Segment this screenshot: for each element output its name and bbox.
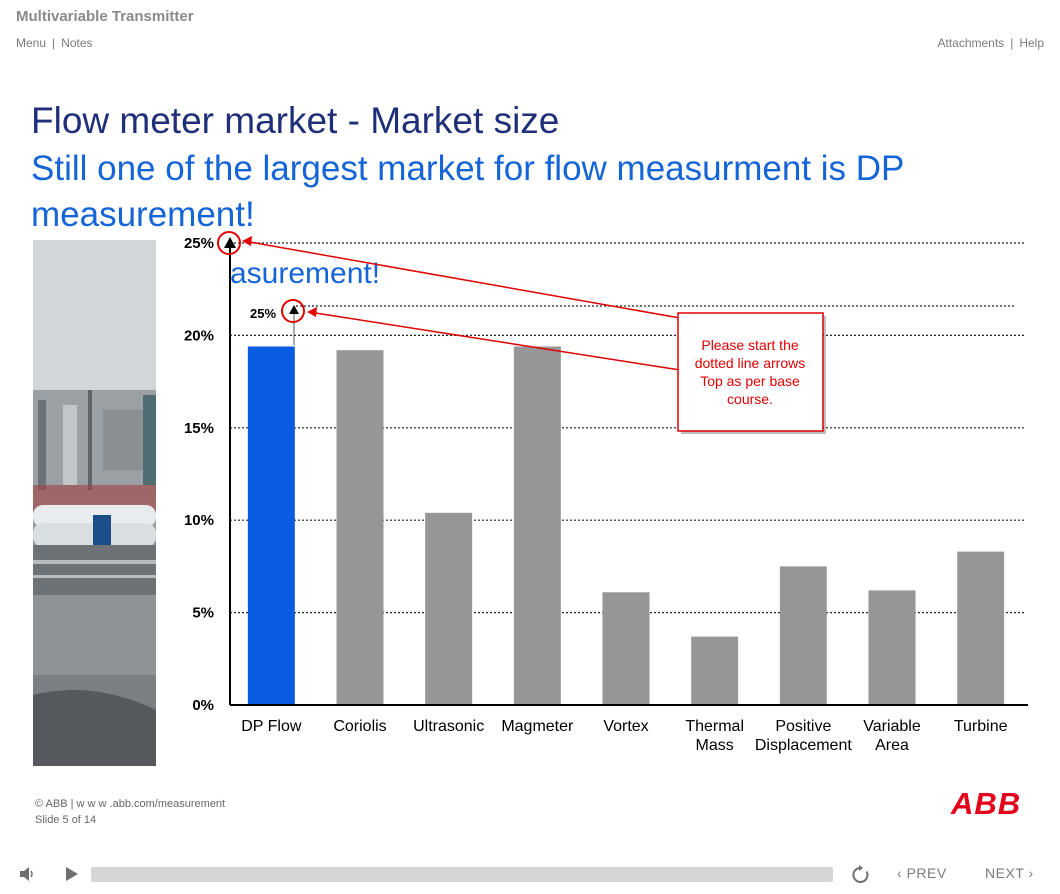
y-tick-label: 0% [192, 697, 214, 714]
chevron-left-icon: ‹ [897, 865, 903, 881]
annotation-circle [217, 231, 241, 255]
inner-arrow [289, 305, 299, 314]
x-tick-label: Mass [696, 737, 734, 754]
bar [425, 512, 473, 705]
y-tick-label: 10% [184, 512, 214, 529]
x-tick-label: Positive [775, 718, 831, 735]
annotation-arrow [243, 240, 681, 319]
y-tick-label: 25% [184, 235, 214, 252]
attachments-link[interactable]: Attachments [937, 36, 1005, 50]
progress-track[interactable] [91, 867, 833, 882]
menu-link[interactable]: Menu [16, 36, 47, 50]
app-title: Multivariable Transmitter [16, 8, 194, 25]
x-tick-label: DP Flow [241, 718, 302, 735]
x-tick-label: Variable [863, 718, 921, 735]
slide-counter: Slide 5 of 14 [35, 814, 97, 826]
nav-separator: | [1010, 36, 1014, 50]
replay-icon[interactable] [851, 865, 871, 885]
y-tick-label: 15% [184, 420, 214, 437]
abb-logo: ABB [951, 786, 1022, 821]
plant-photo-drawing [33, 240, 156, 766]
x-tick-label: Vortex [603, 718, 648, 735]
y-tick-label: 20% [184, 327, 214, 344]
prev-label: PREV [906, 865, 947, 881]
annotation-text-line: course. [727, 391, 773, 407]
bar [513, 346, 561, 705]
bars [247, 346, 1005, 705]
slide-title: Flow meter market - Market size [31, 100, 560, 141]
nav-separator: | [52, 36, 56, 50]
annotation-text-line: Top as per base [700, 373, 800, 389]
footer-copyright: © ABB | w w w .abb.com/measurement [35, 798, 226, 810]
annotation-layer: 25% Please start the dotted line arrows To… [217, 231, 826, 434]
x-tick-label: Turbine [954, 718, 1008, 735]
x-tick-label: Thermal [685, 718, 744, 735]
bar [336, 350, 384, 705]
industrial-plant-photo [33, 240, 156, 766]
annotation-text-line: dotted line arrows [695, 355, 806, 371]
x-tick-label: Area [875, 737, 909, 754]
bar [868, 590, 916, 705]
nav-left: Menu | Notes [16, 36, 93, 50]
x-tick-label: Displacement [755, 737, 852, 754]
ghost-subtitle-text: asurement! [230, 257, 380, 290]
x-tick-label: Magmeter [501, 718, 574, 735]
slide-subtitle: Still one of the largest market for flow… [31, 149, 904, 234]
annotation-arrowhead [242, 236, 252, 246]
next-label: NEXT [985, 865, 1025, 881]
notes-link[interactable]: Notes [61, 36, 93, 50]
chevron-right-icon: › [1028, 865, 1034, 881]
bar [602, 592, 650, 705]
y-axis-arrow [224, 237, 236, 248]
annotation-text-line: Please start the [701, 337, 798, 353]
play-icon[interactable] [64, 865, 80, 883]
y-tick-label: 5% [192, 605, 214, 622]
next-button[interactable]: NEXT › [985, 865, 1034, 881]
x-tick-labels: DP Flow Coriolis Ultrasonic Magmeter Vortex T… [241, 718, 1007, 754]
bar [779, 566, 827, 705]
inner-25-label: 25% [250, 306, 276, 321]
annotation-circle [281, 299, 305, 323]
player-controls: ‹ PREV NEXT › [0, 856, 1060, 894]
bar [691, 636, 739, 705]
x-tick-label: Ultrasonic [413, 718, 484, 735]
annotation-arrowhead [307, 307, 317, 317]
help-link[interactable]: Help [1019, 36, 1044, 50]
prev-button[interactable]: ‹ PREV [897, 865, 947, 881]
x-tick-label: Coriolis [333, 718, 386, 735]
bar [247, 346, 295, 705]
annotation-arrow [308, 311, 681, 371]
nav-right: Attachments | Help [937, 36, 1044, 50]
volume-icon[interactable] [18, 865, 36, 883]
axes [224, 237, 1028, 706]
bar [957, 551, 1005, 705]
y-tick-labels: 0% 5% 10% 15% 20% 25% [184, 235, 214, 714]
annotation-box [677, 312, 824, 432]
